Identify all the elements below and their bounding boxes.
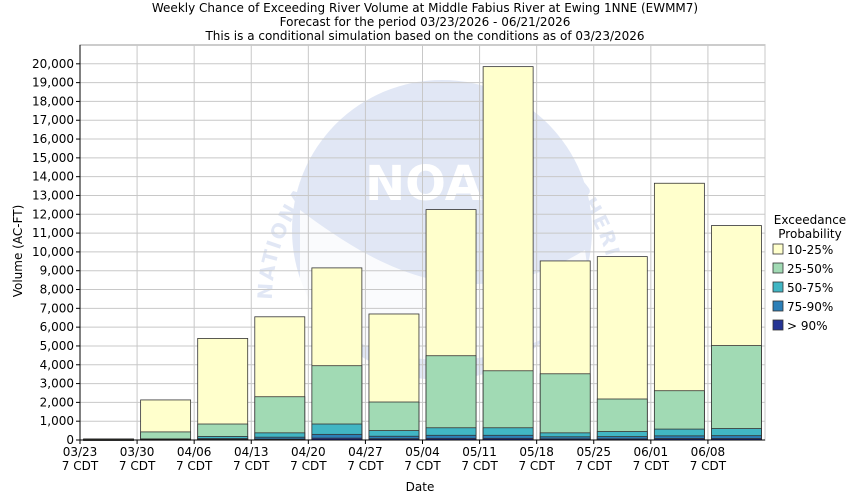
x-tick-label-date: 04/13 [234,445,269,459]
y-tick-label: 17,000 [32,113,74,127]
bar-p25_50 [539,373,591,441]
x-tick-label-date: 03/30 [120,445,155,459]
chart-subtitle-period: Forecast for the period 03/23/2026 - 06/… [279,15,571,29]
bar-p25_50 [425,355,477,441]
y-tick-label: 19,000 [32,76,74,90]
legend-title-line1: Exceedance [774,213,846,227]
week-bar-group [140,399,192,441]
x-tick-label-date: 04/27 [348,445,383,459]
legend-swatch-p25_50 [772,262,784,274]
y-tick-label: 0 [66,433,74,447]
x-tick-label-tz: 7 CDT [233,459,270,473]
x-tick-label-date: 04/06 [177,445,212,459]
x-tick-label-date: 06/01 [634,445,669,459]
y-tick-label: 11,000 [32,226,74,240]
week-bar-group [539,260,591,441]
x-tick-label-date: 05/04 [405,445,440,459]
x-tick-label-date: 03/23 [63,445,98,459]
y-tick-label: 3,000 [40,377,74,391]
chart-subtitle-conditions: This is a conditional simulation based o… [205,29,645,43]
x-axis-label: Date [406,480,435,494]
y-tick-label: 4,000 [40,358,74,372]
y-tick-label: 6,000 [40,320,74,334]
week-bar-group [653,182,705,441]
y-tick-label: 12,000 [32,207,74,221]
x-tick-label-date: 05/25 [576,445,611,459]
x-tick-label-date: 04/20 [291,445,326,459]
y-tick-label: 10,000 [32,245,74,259]
y-tick-label: 14,000 [32,170,74,184]
x-tick-label-tz: 7 CDT [633,459,670,473]
x-tick-label-tz: 7 CDT [176,459,213,473]
x-tick-label-tz: 7 CDT [518,459,555,473]
week-bar-group [425,209,477,441]
x-tick-label-date: 05/18 [519,445,554,459]
legend-swatch-p10_25 [772,243,784,255]
legend-swatch-p75_90 [772,300,784,312]
y-tick-label: 16,000 [32,132,74,146]
y-tick-label: 1,000 [40,414,74,428]
y-tick-label: 9,000 [40,264,74,278]
legend-label-p90: > 90% [787,319,828,333]
y-tick-label: 15,000 [32,151,74,165]
week-bar-group [254,316,306,441]
legend-label-p75_90: 75-90% [787,300,833,314]
week-bar-group [482,66,534,441]
x-tick-label-tz: 7 CDT [404,459,441,473]
y-axis-label: Volume (AC-FT) [11,205,25,298]
x-tick-label-tz: 7 CDT [119,459,156,473]
legend-label-p25_50: 25-50% [787,262,833,276]
x-tick-label-tz: 7 CDT [690,459,727,473]
legend-label-p50_75: 50-75% [787,281,833,295]
week-bar-group [197,338,249,441]
x-tick-label-tz: 7 CDT [347,459,384,473]
x-tick-label-tz: 7 CDT [290,459,327,473]
y-tick-label: 8,000 [40,283,74,297]
bar-p10_25 [197,338,249,441]
y-tick-label: 20,000 [32,57,74,71]
x-tick-label-tz: 7 CDT [461,459,498,473]
week-bar-group [311,267,363,441]
legend: Exceedance Probability 10-25% 25-50% 50-75… [772,213,846,333]
week-bar-group [711,225,762,441]
y-tick-label: 13,000 [32,188,74,202]
x-tick-label-tz: 7 CDT [62,459,99,473]
bar-p25_50 [711,345,762,441]
week-bar-group [596,256,648,441]
y-tick-label: 7,000 [40,301,74,315]
chart-title: Weekly Chance of Exceeding River Volume … [151,1,699,15]
y-axis: 0 1,000 2,000 3,000 4,000 5,000 6,000 7,000 8,00… [32,45,81,447]
y-tick-label: 18,000 [32,94,74,108]
legend-title-line2: Probability [778,227,841,241]
week-bar-group [368,313,420,441]
y-tick-label: 2,000 [40,395,74,409]
legend-swatch-p90 [772,319,784,331]
legend-label-p10_25: 10-25% [787,243,833,257]
legend-swatch-p50_75 [772,281,784,293]
x-tick-label-date: 06/08 [691,445,726,459]
x-tick-label-tz: 7 CDT [576,459,613,473]
x-tick-label-date: 05/11 [462,445,497,459]
y-tick-label: 5,000 [40,339,74,353]
